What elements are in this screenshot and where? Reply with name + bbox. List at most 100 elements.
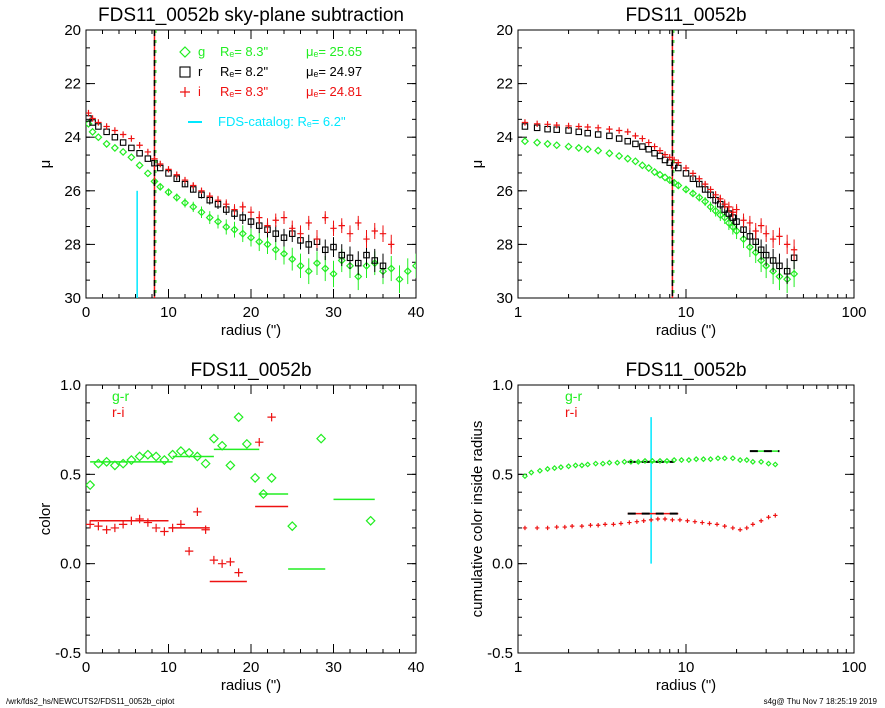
panel4-point-r-i-28 [744,525,749,531]
panel2-point-g-34 [757,256,766,265]
panel1-point-i-4 [111,127,119,134]
panel1: FDS11_0052b sky-plane subtraction 0 10 20 30… [37,5,424,339]
panel4-point-g-r-4 [551,465,558,472]
panel1-point-g-23 [263,240,272,249]
panel1-point-r-5 [119,139,127,146]
panel1-point-g-6 [127,153,136,162]
panel2-point-r-7 [594,131,602,138]
panel1-point-i-30 [322,214,329,221]
panel1-legend-g-band: g [198,44,205,59]
panel2-point-i-19 [675,159,682,166]
panel2-point-g-21 [688,189,698,198]
panel3-point-r-i-17 [226,557,235,567]
panel4-point-g-r-29 [729,455,736,462]
panel1-point-g-2 [94,133,103,142]
panel1-point-g-13 [180,198,190,207]
panel1-point-g-25 [279,249,289,258]
panel1-point-i-5 [119,131,127,138]
panel2-point-r-5 [575,128,583,136]
panel1-xticklabel-30: 30 [325,304,342,321]
panel4-point-r-i-9 [602,522,608,527]
panel3-point-g-r-12 [184,447,195,458]
panel2-point-i-6 [584,123,591,131]
panel1-point-g-22 [255,237,264,246]
panel3-yticklabel-0-5: 0.5 [60,466,81,483]
panel2-point-r-38 [783,267,791,275]
panel1-point-r-24 [272,230,280,237]
panel3-point-g-r-7 [142,449,153,460]
panel1-point-r-31 [330,243,337,251]
panel2-point-g-26 [716,210,725,219]
panel2-point-i-20 [682,164,690,172]
panel4-series-g-r [521,455,779,480]
panel2-point-r-6 [584,129,591,137]
panel1-yticklabel-24: 24 [64,129,81,146]
panel2-point-i-21 [689,170,697,177]
panel4-point-g-r-23 [685,456,692,464]
panel3-point-r-i-13 [193,507,202,517]
panel4-point-g-r-15 [627,458,634,465]
panel4-point-g-r-32 [749,458,756,465]
panel1-point-g-10 [156,182,165,191]
panel2-point-g-23 [701,197,710,206]
panel1-point-g-1 [88,127,97,136]
panel4-xlabel: radius (") [656,677,716,694]
panel4-plot-area [521,417,780,564]
panel1-point-g-30 [321,264,330,273]
panel2-point-i-8 [606,125,613,133]
panel2-point-g-5 [574,143,583,152]
panel2-point-i-28 [725,203,733,211]
panel4-point-r-i-24 [714,522,720,527]
panel1-point-r-30 [321,246,329,254]
panel4-title: FDS11_0052b [625,360,746,381]
panel4-point-g-r-30 [737,456,744,464]
panel4-point-r-i-22 [700,520,705,525]
panel1-yticklabel-20: 20 [64,22,81,39]
panel4-point-g-r-33 [758,458,765,465]
panel3-point-r-i-20 [267,412,276,422]
panel2-point-g-11 [631,157,640,166]
panel1-point-i-0 [86,109,92,117]
panel1-point-i-1 [89,115,96,122]
panel4-point-g-r-18 [649,457,656,464]
panel2-point-r-30 [733,218,740,225]
panel1-yticklabel-22: 22 [64,76,81,93]
panel2-point-i-12 [639,135,646,142]
panel3-point-r-i-6 [135,514,144,524]
panel3-point-g-r-0 [86,480,96,491]
panel1-point-i-13 [181,176,189,184]
panel1-plot-area [86,30,416,298]
panel1-point-i-20 [239,203,246,211]
panel1-point-i-38 [388,241,395,248]
panel1-point-g-27 [296,261,305,270]
panel2-point-g-31 [739,234,748,244]
panel1-point-i-8 [144,148,152,156]
panel3-point-g-r-21 [258,488,269,500]
panel3-yticklabel-0-0: 0.0 [60,556,81,573]
panel3-xticklabel-20: 20 [243,659,260,676]
panel1-point-g-35 [362,261,371,270]
panel1-series-g [86,119,416,294]
panel1-yticklabel-28: 28 [64,236,81,253]
panel1-point-r-7 [136,150,143,157]
panel3-yticklabel-0-5: -0.5 [55,645,81,662]
panel2-point-g-25 [711,206,720,215]
panel2-point-g-16 [660,173,670,182]
panel2-point-i-36 [769,235,777,243]
panel2-point-r-13 [645,145,652,153]
panel3-title: FDS11_0052b [190,360,311,381]
panel1-yticklabel-30: 30 [64,290,81,307]
footer-timestamp: s4g@ Thu Nov 7 18:25:19 2019 [763,697,877,706]
panel2-point-r-9 [615,135,623,142]
panel1-point-g-29 [312,259,322,268]
panel1-legend-catalog-text: FDS-catalog: Rₑ= 6.2" [218,114,346,129]
panel2-title: FDS11_0052b [625,5,746,26]
panel4-point-g-r-12 [606,459,613,466]
panel2-point-r-10 [624,137,632,145]
panel2-point-r-32 [746,233,754,240]
panel2-point-i-11 [632,132,639,140]
panel1-legend-i-band: i [198,84,201,99]
panel1-point-r-21 [247,218,255,225]
panel4-point-g-r-26 [707,456,714,463]
